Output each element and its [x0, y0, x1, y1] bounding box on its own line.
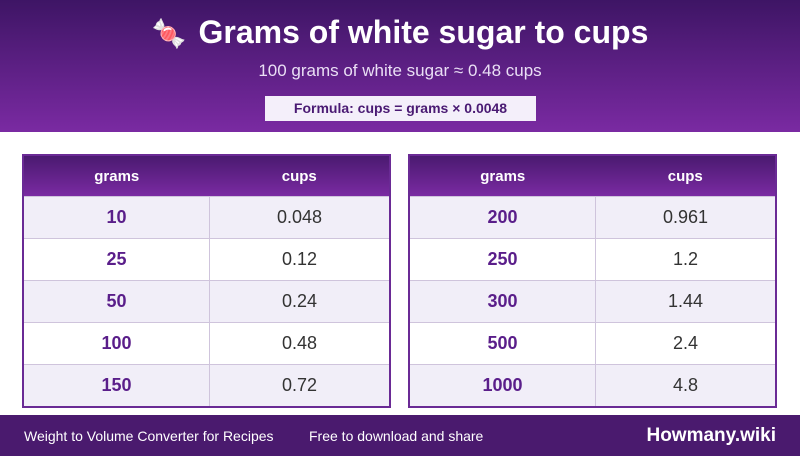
cups-cell: 0.048	[209, 196, 391, 239]
icon: 🍬	[151, 17, 187, 50]
row: 250 1.2	[408, 238, 777, 281]
row: 50 0.24	[22, 280, 391, 323]
grams-cell: 300	[408, 280, 596, 323]
table: grams cups 10 0.048 25 0.12 50 0.24 100 0.48 150 0.…	[22, 154, 391, 408]
subtitle: 100 grams of white sugar ≈ 0.48 cups	[258, 61, 542, 80]
brand: Howmany.wiki	[646, 425, 776, 446]
cups-cell: 4.8	[595, 364, 777, 408]
header-row: grams cups	[23, 155, 390, 197]
grams-cell: 100	[22, 322, 210, 365]
cups-cell: 1.2	[595, 238, 777, 281]
footer: Weight to Volume Converter for Recipes F…	[0, 415, 800, 456]
cups-cell: 0.24	[209, 280, 391, 323]
column-header: cups	[209, 155, 390, 197]
cups-cell: 0.12	[209, 238, 391, 281]
row: 200 0.961	[408, 196, 777, 239]
cups-cell: 1.44	[595, 280, 777, 323]
grams-cell: 200	[408, 196, 596, 239]
grams-cell: 250	[408, 238, 596, 281]
grams-cell: 500	[408, 322, 596, 365]
formula: Formula: cups = grams × 0.0048	[265, 96, 536, 121]
footer-left: Weight to Volume Converter for Recipes	[24, 428, 274, 444]
grams-cell: 150	[22, 364, 210, 408]
grams-cell: 25	[22, 238, 210, 281]
grams-cell: 50	[22, 280, 210, 323]
title-text: Grams of white sugar to cups	[198, 14, 649, 50]
cups-cell: 0.961	[595, 196, 777, 239]
grams-cell: 1000	[408, 364, 596, 408]
header-row: grams cups	[409, 155, 776, 197]
row: 25 0.12	[22, 238, 391, 281]
header: 🍬 Grams of white sugar to cups 100 grams …	[0, 0, 800, 132]
footer-middle: Free to download and share	[309, 428, 484, 444]
column-header: grams	[409, 155, 596, 197]
row: 300 1.44	[408, 280, 777, 323]
cups-cell: 2.4	[595, 322, 777, 365]
column-header: grams	[23, 155, 210, 197]
row: 150 0.72	[22, 364, 391, 408]
row: 100 0.48	[22, 322, 391, 365]
table: grams cups 200 0.961 250 1.2 300 1.44 500 2.4 1000…	[408, 154, 777, 408]
row: 1000 4.8	[408, 364, 777, 408]
row: 10 0.048	[22, 196, 391, 239]
cups-cell: 0.72	[209, 364, 391, 408]
cups-cell: 0.48	[209, 322, 391, 365]
column-header: cups	[595, 155, 776, 197]
row: 500 2.4	[408, 322, 777, 365]
grams-cell: 10	[22, 196, 210, 239]
title: 🍬 Grams of white sugar to cups	[0, 14, 800, 51]
